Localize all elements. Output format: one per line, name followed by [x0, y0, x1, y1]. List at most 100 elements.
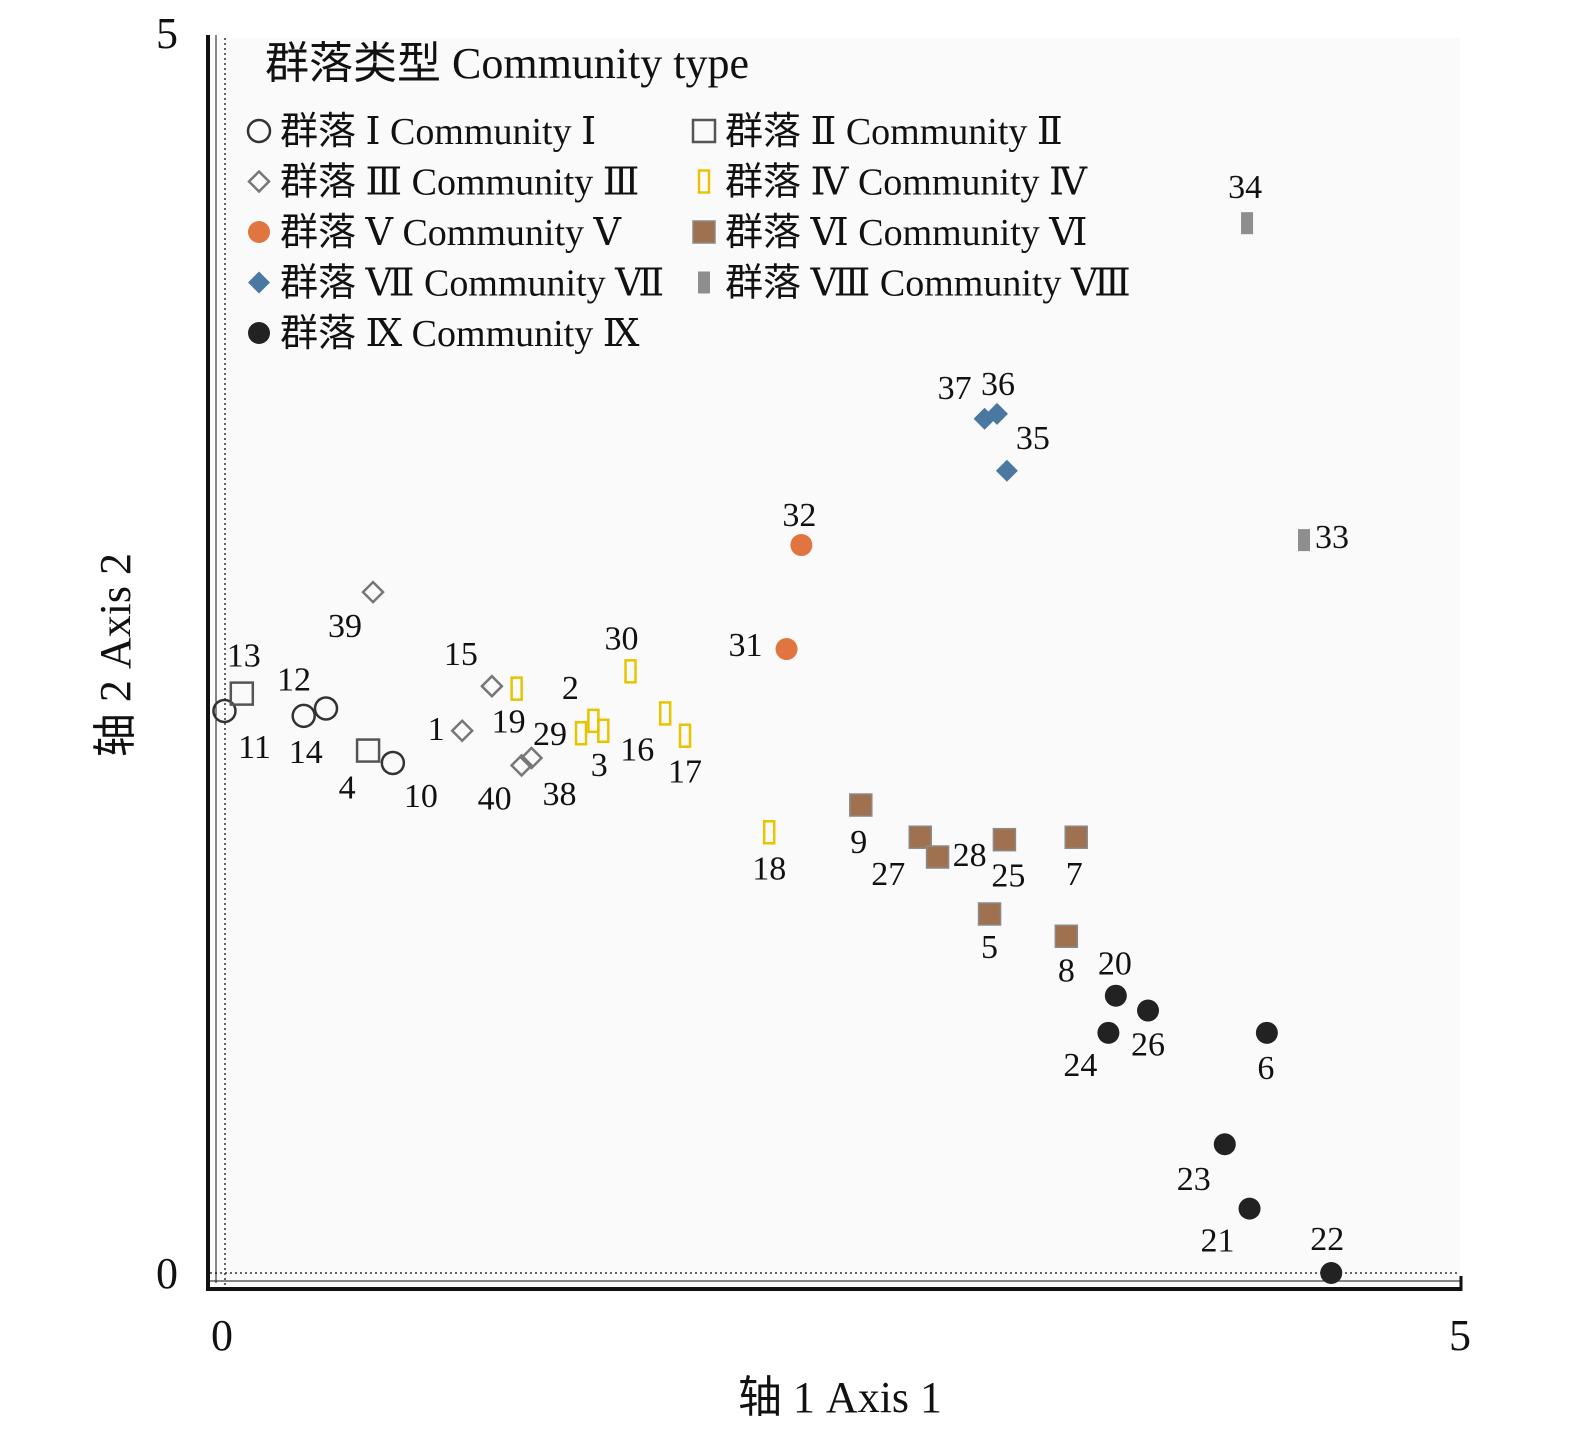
point-label: 28 [953, 837, 987, 874]
legend-marker-icon [698, 271, 710, 294]
legend-title: 群落类型 Community type [265, 39, 749, 88]
legend: 群落类型 Community type 群落 Ⅰ Community Ⅰ 群落 Ⅱ… [246, 39, 1131, 355]
series-4: 19 30 2 29 3 16 17 18 [492, 620, 787, 887]
series-9: 20 26 24 6 23 21 22 [1063, 946, 1344, 1284]
legend-label: 群落 Ⅰ Community Ⅰ [280, 111, 596, 153]
point-label: 2 [562, 670, 579, 707]
data-point [925, 845, 950, 869]
point-label: 8 [1058, 952, 1075, 989]
data-point [1255, 1021, 1278, 1044]
data-point [519, 746, 544, 770]
data-point [229, 681, 255, 706]
point-label: 21 [1201, 1223, 1235, 1260]
legend-entry: 群落 Ⅱ Community Ⅱ [691, 111, 1063, 153]
x-tick-label: 5 [1449, 1311, 1471, 1360]
data-point [1104, 984, 1127, 1007]
point-label: 9 [850, 824, 867, 861]
data-point [775, 638, 798, 661]
data-point [1320, 1262, 1343, 1284]
data-point [849, 793, 873, 817]
point-label: 36 [981, 366, 1015, 403]
point-label: 27 [871, 856, 905, 893]
point-label: 37 [938, 370, 972, 407]
data-point [985, 402, 1008, 425]
data-point [1064, 825, 1088, 849]
legend-entry: 群落 Ⅰ Community Ⅰ [246, 111, 596, 153]
data-point [908, 825, 932, 849]
legend-entry: 群落 Ⅲ Community Ⅲ [247, 162, 639, 204]
data-point [291, 703, 316, 729]
legend-label: 群落 Ⅳ Community Ⅳ [725, 162, 1088, 204]
legend-marker-icon [691, 118, 717, 144]
point-label: 33 [1315, 519, 1349, 556]
series-5: 32 31 [729, 497, 817, 664]
data-point [361, 580, 385, 604]
data-point [1213, 1133, 1236, 1156]
point-label: 40 [478, 780, 512, 817]
data-point [313, 696, 339, 721]
legend-label: 群落 Ⅴ Community Ⅴ [280, 212, 622, 254]
point-label: 12 [277, 661, 311, 698]
data-point [355, 738, 381, 763]
point-label: 16 [620, 731, 654, 768]
point-label: 11 [238, 729, 271, 766]
data-point [212, 698, 237, 724]
data-point [624, 659, 637, 684]
point-label: 25 [991, 858, 1025, 895]
point-label: 24 [1063, 1047, 1097, 1084]
point-label: 19 [492, 704, 526, 741]
data-point [480, 674, 504, 698]
data-point [574, 720, 588, 746]
legend-entry: 群落 Ⅸ Community Ⅸ [248, 313, 640, 355]
point-label: 7 [1066, 856, 1083, 893]
plot-area [210, 38, 1460, 1286]
point-label: 18 [752, 850, 786, 887]
series-8: 34 33 [1228, 169, 1349, 556]
legend-label: 群落 Ⅱ Community Ⅱ [725, 111, 1063, 153]
y-tick-label: 5 [156, 9, 178, 58]
data-point [995, 459, 1018, 482]
point-label: 15 [444, 636, 478, 673]
point-label: 22 [1310, 1221, 1344, 1258]
data-point [380, 750, 406, 776]
legend-marker-icon [247, 169, 271, 194]
data-point [1241, 212, 1254, 235]
point-label: 4 [339, 770, 356, 807]
legend-label: 群落 Ⅵ Community Ⅵ [725, 212, 1088, 254]
data-point [992, 827, 1017, 852]
legend-marker-icon [246, 118, 272, 144]
point-label: 17 [668, 754, 702, 791]
data-point [762, 820, 776, 845]
point-label: 6 [1257, 1050, 1274, 1087]
point-label: 13 [227, 638, 261, 675]
point-label: 34 [1228, 169, 1262, 206]
point-label: 39 [328, 608, 362, 645]
y-tick-label: 0 [156, 1249, 178, 1298]
data-point [450, 718, 474, 743]
data-point [1054, 924, 1079, 949]
data-point [510, 676, 523, 701]
legend-marker-icon [248, 322, 270, 344]
data-point [509, 753, 534, 778]
point-label: 10 [404, 778, 438, 815]
legend-marker-icon [248, 271, 270, 294]
data-point [1137, 999, 1160, 1022]
data-point [1298, 529, 1311, 552]
point-label: 35 [1016, 420, 1050, 457]
legend-entry: 群落 Ⅵ Community Ⅵ [692, 212, 1088, 254]
data-point [1238, 1197, 1261, 1220]
point-label: 14 [289, 734, 323, 771]
point-label: 23 [1177, 1161, 1211, 1198]
legend-marker-icon [692, 220, 716, 244]
legend-label: 群落 Ⅶ Community Ⅶ [280, 263, 664, 305]
legend-entry: 群落 Ⅶ Community Ⅶ [248, 263, 664, 305]
data-point [977, 902, 1002, 926]
x-tick-label: 0 [211, 1311, 233, 1360]
legend-label: 群落 Ⅸ Community Ⅸ [280, 313, 640, 355]
data-point [678, 723, 692, 748]
point-label: 32 [782, 497, 816, 534]
point-label: 30 [605, 620, 639, 657]
